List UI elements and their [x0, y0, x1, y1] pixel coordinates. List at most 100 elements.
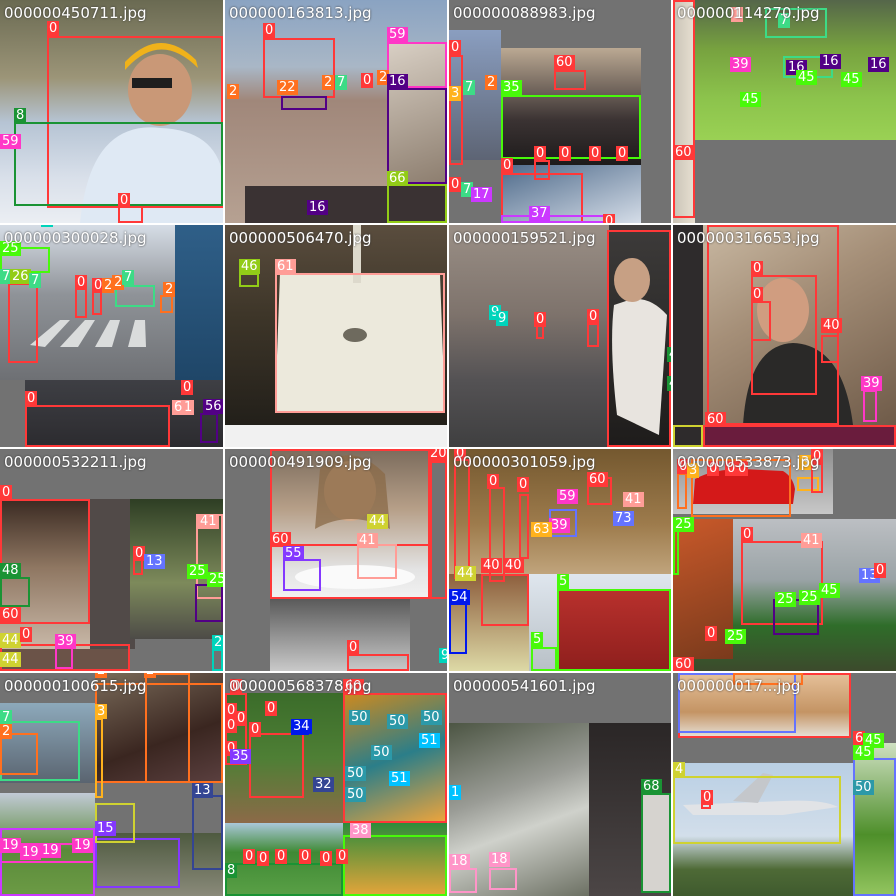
bbox-person [133, 559, 143, 575]
mosaic-tile: 000000100615.jpg 2 2 7 2 3 15 13 19 19 1… [0, 673, 223, 896]
bbox-person [145, 673, 190, 783]
tile-filename: 000000301059.jpg [453, 453, 596, 471]
bbox-class-label: 25 [207, 572, 223, 587]
bbox-class-label: 20 [428, 449, 447, 461]
tile-filename: 000000163813.jpg [229, 4, 372, 22]
man-figure [612, 258, 667, 435]
bbox-class-label: 18 [449, 854, 470, 869]
bbox-class-label: 39 [55, 634, 76, 649]
bbox-person [673, 425, 703, 447]
bbox-class-label: 0 [249, 722, 262, 737]
bbox-cat [95, 838, 180, 888]
bbox-person [249, 733, 304, 798]
bbox-class-label: 19 [40, 843, 61, 858]
bbox-class-label: 63 [531, 522, 552, 537]
mosaic-tile: 000000533873.jpg 0 3 0 0 0 3 0 0 41 25 0… [673, 449, 896, 671]
bbox-class-label: 48 [667, 347, 671, 362]
bbox-person [449, 55, 463, 165]
mosaic-tile: 000000316653.jpg 0 0 40 39 60 [673, 225, 896, 447]
mosaic-tile: 000000114270.jpg 1 7 39 16 16 45 16 45 4… [673, 0, 896, 223]
bbox-class-label: 60 [0, 607, 21, 622]
bbox-potted-plant [0, 577, 30, 607]
bbox-microwave [641, 793, 671, 893]
bbox-class-label: 0 [741, 527, 754, 542]
scene-room [449, 449, 671, 574]
bbox-class-label: 2 [322, 75, 335, 90]
bbox-class-label: 48 [667, 376, 671, 391]
sink-shape [275, 225, 445, 411]
scene-vegetables [853, 743, 896, 896]
scene-dark-left [673, 225, 703, 447]
bbox-class-label: 7 [29, 273, 42, 288]
bbox-potted-plant [225, 863, 343, 896]
bbox-class-label: 39 [730, 57, 751, 72]
bbox-class-label: 0 [181, 380, 194, 395]
bbox-class-label: 2 [95, 673, 108, 678]
bbox-car [691, 459, 791, 517]
scene-rock-cliff [449, 723, 589, 896]
bbox-dining-table [270, 544, 430, 599]
bbox-class-label: 19 [0, 838, 21, 853]
bbox-truck [281, 96, 327, 110]
bbox-class-label: 45 [796, 70, 817, 85]
bbox-class-label: 7 [461, 182, 474, 197]
bbox-class-label: 50 [345, 787, 366, 802]
mosaic-tile: 000000541601.jpg 68 1 18 18 [449, 673, 671, 896]
bbox-class-label: 41 [801, 533, 822, 548]
bbox-person [454, 459, 470, 579]
bbox-tennis-racket [343, 835, 447, 896]
bbox-class-label: 0 [225, 718, 238, 733]
bbox-person [118, 206, 143, 223]
bbox-class-label: 54 [449, 590, 470, 605]
bbox-class-label: 35 [501, 80, 522, 95]
bbox-class-label: 0 [75, 275, 88, 290]
tile-filename: 000000533873.jpg [677, 453, 820, 471]
bbox-toilet [239, 273, 259, 287]
bbox-person [0, 499, 90, 624]
bbox-class-label: 3 [95, 704, 108, 719]
bbox-class-label: 3 [687, 463, 700, 478]
bbox-class-label: 0 [487, 474, 500, 489]
bbox-class-label: 50 [853, 780, 874, 795]
bbox-bench [95, 718, 103, 798]
bbox-class-label: 4 [673, 762, 686, 777]
bbox-class-label: 39 [861, 376, 882, 391]
bbox-person [673, 0, 695, 218]
bbox-person [811, 463, 823, 493]
bbox-class-label: 0 [25, 391, 38, 406]
bbox-car [797, 477, 819, 491]
bbox-class-label: 0 [265, 701, 278, 716]
bbox-class-label: 0 [707, 461, 720, 476]
bbox-bottle [863, 390, 877, 422]
bbox-person [751, 301, 771, 341]
bbox-class-label: 0 [336, 849, 349, 864]
man-figure [743, 278, 853, 425]
bbox-class-label: 25 [725, 629, 746, 644]
bbox-class-label: 0 [725, 461, 738, 476]
bbox-class-label: 16 [307, 200, 328, 215]
bbox-class-label: 0 [589, 146, 602, 161]
tile-filename: 000000017...jpg [677, 677, 801, 695]
bbox-class-label: 60 [705, 412, 726, 427]
bbox-class-label: 0 [534, 146, 547, 161]
bbox-person [92, 291, 102, 315]
bbox-class-label: 40 [503, 558, 524, 573]
bbox-bench [387, 184, 447, 223]
woman-figure [295, 455, 415, 589]
mosaic-tile: 000000506470.jpg 61 46 [225, 225, 447, 447]
bbox-class-label: 45 [863, 733, 884, 748]
bbox-class-label: 2 [102, 278, 115, 293]
bbox-class-label: 0 [534, 312, 547, 327]
mosaic-tile: 000000568378.jpg 0 0 0 0 0 0 0 34 35 32 … [225, 673, 447, 896]
bbox-class-label: 0 [257, 851, 270, 866]
bbox-class-label: 46 [239, 259, 260, 274]
bbox-class-label: 60 [673, 657, 694, 671]
bbox-person [25, 405, 170, 447]
bbox-class-label: 60 [343, 679, 364, 694]
bbox-bus [557, 589, 671, 671]
bbox-class-label: 6 [172, 400, 185, 415]
scene-bottom-photo [0, 649, 130, 671]
bbox-class-label: 0 [616, 146, 629, 161]
bbox-class-label: 0 [559, 146, 572, 161]
